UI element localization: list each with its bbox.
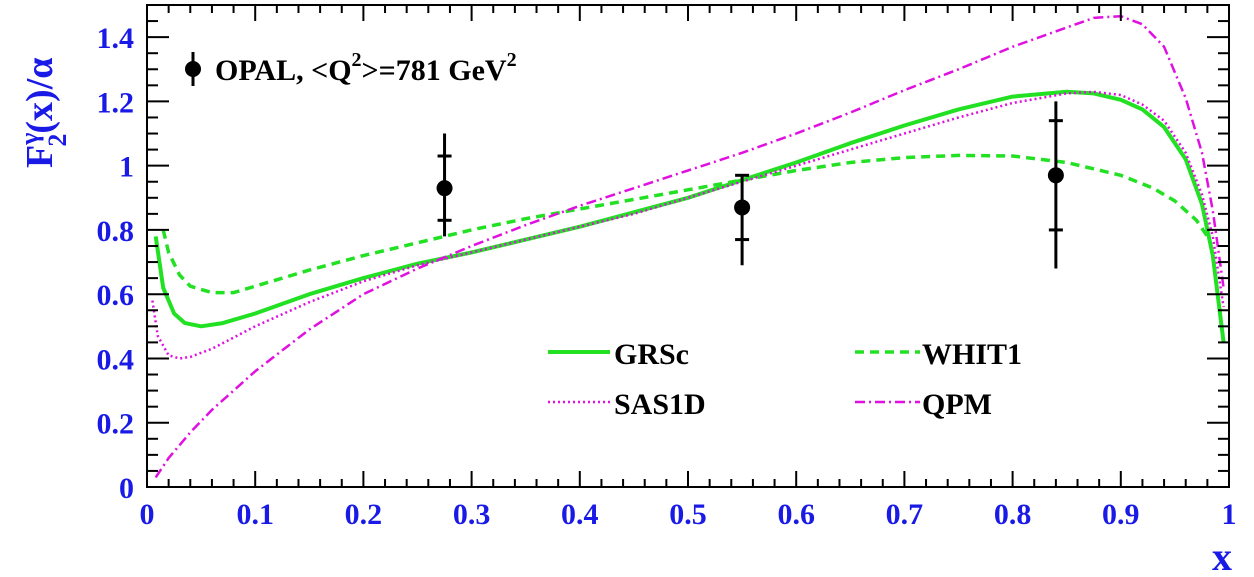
x-tick-label-6: 0.6 xyxy=(777,498,815,531)
opal-label-sup: 2 xyxy=(352,49,362,71)
opal-label-mid: >=781 GeV xyxy=(362,54,507,87)
data-points-layer xyxy=(436,101,1064,269)
legend-label-sas1d: SAS1D xyxy=(614,388,706,421)
opal-legend-label: OPAL, <Q2>=781 GeV2 xyxy=(215,49,517,87)
y-tick-label-5: 1 xyxy=(119,151,134,184)
y-tick-label-4: 0.8 xyxy=(97,215,135,248)
x-tick-label-0: 0 xyxy=(140,498,155,531)
ticks-layer xyxy=(146,5,1230,488)
x-tick-label-3: 0.3 xyxy=(453,498,491,531)
opal-label-sup2: 2 xyxy=(507,49,517,71)
data-point-1 xyxy=(734,199,751,216)
legend-label-whit1: WHIT1 xyxy=(922,338,1022,371)
legend-marker xyxy=(185,61,201,77)
legend-label-qpm: QPM xyxy=(922,388,992,421)
opal-label-prefix: OPAL, <Q xyxy=(215,54,352,87)
data-point-2 xyxy=(1047,167,1064,184)
data-point-0 xyxy=(436,180,453,197)
y-tick-label-6: 1.2 xyxy=(97,86,135,119)
series-line-qpm xyxy=(154,14,1225,479)
x-tick-label-8: 0.8 xyxy=(994,498,1032,531)
series-line-whit1 xyxy=(161,153,1209,295)
y-label-main: F xyxy=(19,145,61,168)
x-tick-label-5: 0.5 xyxy=(669,498,707,531)
curve-legend: GRSc WHIT1 SAS1D QPM xyxy=(548,338,1022,421)
x-tick-label-7: 0.7 xyxy=(886,498,924,531)
y-tick-label-1: 0.2 xyxy=(97,408,135,441)
opal-data-legend: OPAL, <Q2>=781 GeV2 xyxy=(185,49,517,87)
x-tick-label-10: 1 xyxy=(1222,498,1237,531)
y-label-sub: 2 xyxy=(43,134,72,147)
y-tick-label-2: 0.4 xyxy=(97,343,135,376)
x-axis-label: x xyxy=(1212,534,1232,577)
y-tick-label-0: 0 xyxy=(119,472,134,505)
series-line-sas1d xyxy=(151,90,1225,360)
legend-label-grsc: GRSc xyxy=(614,338,689,371)
x-tick-label-1: 0.1 xyxy=(236,498,274,531)
x-tick-label-4: 0.4 xyxy=(561,498,599,531)
x-tick-label-2: 0.2 xyxy=(345,498,383,531)
y-tick-label-3: 0.6 xyxy=(97,279,135,312)
series-line-grsc xyxy=(153,89,1226,343)
x-tick-label-9: 0.9 xyxy=(1102,498,1140,531)
y-axis-label: Fγ2(x)/α xyxy=(15,58,72,168)
y-label-sup: γ xyxy=(15,133,44,146)
series-layer xyxy=(151,14,1226,479)
tick-labels-layer: 0 0.1 0.2 0.3 0.4 0.5 0.6 0.7 0.8 0.9 1 0 0.2 0.4 0.6 0… xyxy=(97,22,1237,531)
y-label-rest: (x)/α xyxy=(19,58,61,134)
y-tick-label-7: 1.4 xyxy=(97,22,135,55)
